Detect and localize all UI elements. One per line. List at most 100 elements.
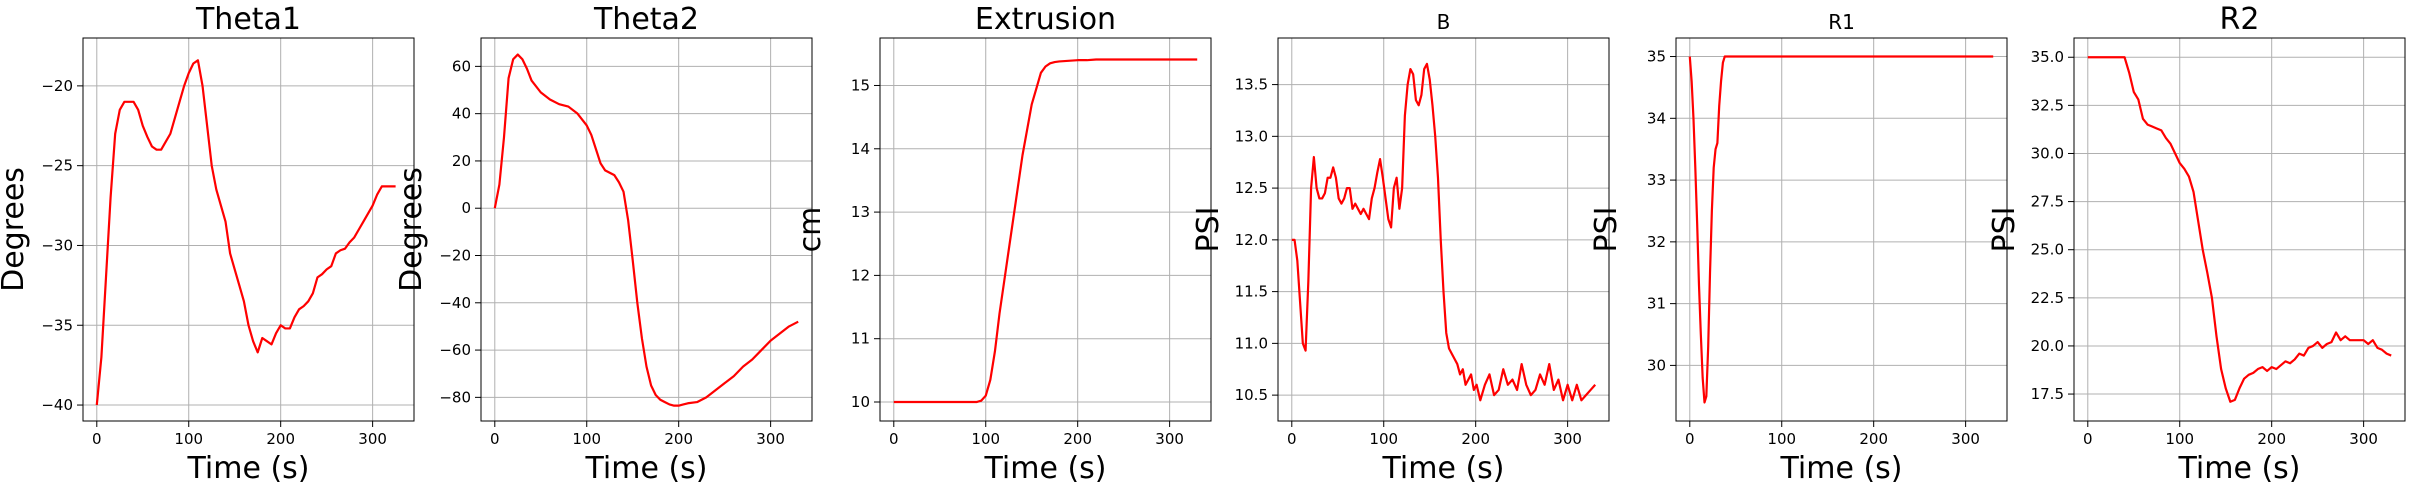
x-axis-label: Time (s) [984,451,1107,486]
y-tick-label: −25 [41,157,73,175]
data-line [893,58,1198,404]
y-axis-label: Degrees [394,167,429,292]
data-line [1688,55,1994,404]
y-tick-label: 0 [461,199,471,217]
y-tick-label: −20 [41,77,73,95]
x-tick-label: 0 [1685,430,1695,448]
axes-frame [82,37,415,422]
y-axis-label: PSI [1987,207,2022,253]
y-tick-label: −30 [41,236,73,254]
x-tick-label: 0 [889,430,899,448]
chart-panel-5: 0 100 200 300 30 31 32 33 34 35 R1 Time (s) PSI [1589,10,2008,486]
y-tick-label: 20 [452,152,471,170]
y-tick-label: 20.0 [2031,337,2064,355]
y-tick-label: 35.0 [2031,48,2064,66]
x-tick-label: 300 [1951,430,1980,448]
y-tick-label: 32 [1647,233,1666,251]
x-tick-label: 200 [1461,430,1490,448]
y-axis-label: cm [793,207,828,253]
y-axis-label: Degrees [0,167,31,292]
x-axis-label: Time (s) [1780,451,1903,486]
x-tick-label: 200 [1063,430,1092,448]
x-tick-label: 0 [490,430,500,448]
y-tick-label: 12 [851,266,870,284]
y-tick-label: 33 [1647,171,1666,189]
data-line [2087,56,2392,403]
y-tick-label: 10 [851,393,870,411]
y-tick-label: −60 [439,341,471,359]
y-tick-label: 13.5 [1235,76,1268,94]
y-tick-label: −80 [439,388,471,406]
x-tick-label: 0 [92,430,102,448]
y-tick-label: 17.5 [2031,385,2064,403]
y-tick-label: 30.0 [2031,144,2064,162]
y-tick-label: 11 [851,330,870,348]
data-line [1291,62,1597,402]
data-line [493,53,799,407]
y-tick-label: 10.5 [1235,386,1268,404]
chart-panel-6: 0 100 200 300 17.5 20.0 22.5 25.0 27.5 30.0 32.5 35… [1987,2,2406,486]
axes-frame [1277,37,1610,422]
y-tick-label: 30 [1647,356,1666,374]
y-tick-label: 13 [851,203,870,221]
chart-title: B [1437,10,1451,34]
y-tick-label: 34 [1647,109,1666,127]
x-tick-label: 100 [174,430,203,448]
y-tick-label: 13.0 [1235,127,1268,145]
x-tick-label: 200 [266,430,295,448]
x-tick-label: 100 [572,430,601,448]
y-tick-label: 12.5 [1235,179,1268,197]
y-tick-label: −40 [439,294,471,312]
x-tick-label: 200 [2257,430,2286,448]
chart-title: R2 [2220,2,2260,37]
x-tick-label: 0 [2083,430,2093,448]
x-axis-label: Time (s) [187,451,310,486]
y-tick-label: 11.0 [1235,334,1268,352]
y-tick-label: 35 [1647,48,1666,66]
x-tick-label: 100 [2165,430,2194,448]
y-tick-label: 27.5 [2031,193,2064,211]
y-tick-label: 12.0 [1235,231,1268,249]
chart-title: Extrusion [975,2,1116,37]
chart-panel-2: 0 100 200 300 −80 −60 −40 −20 0 20 40 60 Theta2 Time … [394,2,813,486]
chart-panel-1: 0 100 200 300 −40 −35 −30 −25 −20 Theta1 Time (s) D… [0,2,415,486]
x-axis-label: Time (s) [585,451,708,486]
x-tick-label: 100 [971,430,1000,448]
y-tick-label: 25.0 [2031,241,2064,259]
y-tick-label: 22.5 [2031,289,2064,307]
x-tick-label: 200 [664,430,693,448]
x-tick-label: 300 [358,430,387,448]
x-tick-label: 100 [1767,430,1796,448]
chart-title: Theta2 [593,2,699,37]
chart-panel-4: 0 100 200 300 10.5 11.0 11.5 12.0 12.5 13.0 13.5 B T… [1191,10,1610,486]
axes-frame [1675,37,2008,422]
y-tick-label: 14 [851,140,870,158]
x-tick-label: 300 [1553,430,1582,448]
x-tick-label: 0 [1287,430,1297,448]
chart-title: Theta1 [195,2,301,37]
x-tick-label: 300 [2349,430,2378,448]
y-axis-label: PSI [1589,207,1624,253]
y-tick-label: −35 [41,316,73,334]
chart-title: R1 [1828,10,1855,34]
y-axis-label: PSI [1191,207,1226,253]
y-tick-label: 11.5 [1235,283,1268,301]
x-axis-label: Time (s) [2178,451,2301,486]
y-tick-label: −20 [439,247,471,265]
x-tick-label: 300 [756,430,785,448]
axes-frame [480,37,813,422]
y-tick-label: 32.5 [2031,96,2064,114]
y-tick-label: 60 [452,57,471,75]
x-tick-label: 300 [1155,430,1184,448]
axes-frame [879,37,1212,422]
y-tick-label: 31 [1647,295,1666,313]
data-line [95,59,396,406]
x-tick-label: 100 [1369,430,1398,448]
axes-frame [2073,37,2406,422]
x-tick-label: 200 [1859,430,1888,448]
y-tick-label: 40 [452,105,471,123]
chart-panel-3: 0 100 200 300 10 11 12 13 14 15 Extrusion Time (s) c… [793,2,1212,486]
x-axis-label: Time (s) [1382,451,1505,486]
y-tick-label: −40 [41,396,73,414]
